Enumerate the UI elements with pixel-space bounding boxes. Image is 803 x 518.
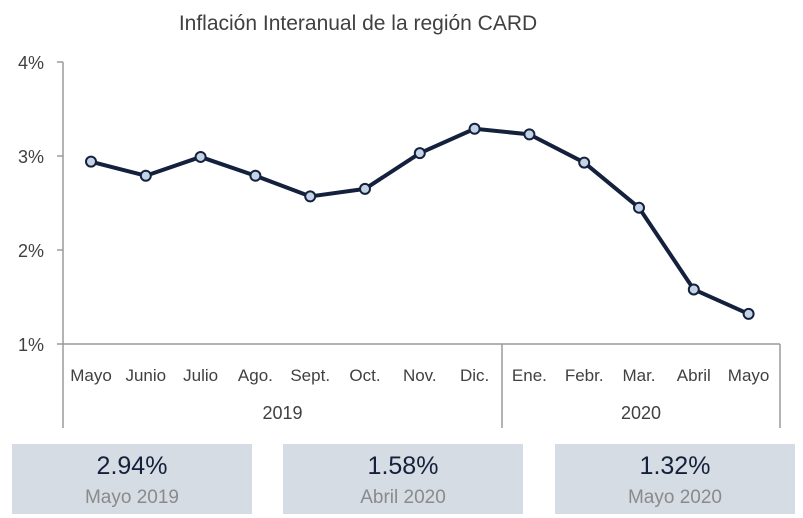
x-tick-labels: Mayo Junio Julio Ago. Sept. Oct. Nov. Dic. Ene. F…	[70, 366, 769, 385]
axes	[57, 61, 781, 428]
x-tick-label: Sept.	[290, 366, 330, 385]
data-point	[249, 169, 262, 182]
x-tick-label: Julio	[183, 366, 218, 385]
data-point	[633, 201, 645, 214]
chart-title: Inflación Interanual de la región CARD	[179, 12, 537, 35]
x-tick-label: Junio	[125, 366, 166, 385]
x-tick-label: Dic.	[460, 366, 489, 385]
card-label: Abril 2020	[360, 487, 446, 508]
summary-card-may-2020: 1.32% Mayo 2020	[555, 444, 795, 514]
x-tick-label: Abril	[677, 366, 711, 385]
data-point	[139, 169, 152, 182]
x-tick-label: Mayo	[70, 366, 112, 385]
year-label: 2020	[621, 403, 661, 423]
data-point	[413, 147, 426, 160]
y-tick-label: 4%	[18, 53, 44, 73]
card-label: Mayo 2020	[627, 487, 722, 508]
data-point	[468, 122, 481, 135]
x-tick-label: Ene.	[512, 366, 547, 385]
card-value: 1.58%	[367, 452, 439, 480]
data-point	[687, 283, 700, 296]
x-tick-label: Ago.	[238, 366, 273, 385]
data-point	[359, 182, 371, 195]
x-tick-label: Mar.	[622, 366, 655, 385]
y-tick-label: 2%	[18, 241, 44, 261]
data-point	[523, 128, 536, 141]
x-tick-label: Mayo	[728, 366, 770, 385]
year-labels: 2019 2020	[262, 403, 661, 423]
summary-card-april-2020: 1.58% Abril 2020	[283, 444, 523, 514]
data-point	[742, 307, 755, 320]
series	[85, 122, 755, 320]
data-point	[194, 150, 207, 163]
data-point	[85, 155, 97, 168]
year-label: 2019	[262, 403, 302, 423]
card-value: 2.94%	[96, 452, 168, 480]
line-chart: Inflación Interanual de la región CARD 1…	[18, 12, 781, 428]
card-value: 1.32%	[639, 452, 711, 480]
y-tick-labels: 1% 2% 3% 4%	[18, 53, 44, 355]
card-label: Mayo 2019	[84, 487, 179, 508]
x-tick-label: Febr.	[565, 366, 604, 385]
data-point	[578, 156, 591, 169]
x-tick-label: Oct.	[349, 366, 380, 385]
y-tick-label: 1%	[18, 335, 44, 355]
summary-card-may-2019: 2.94% Mayo 2019	[12, 444, 252, 514]
data-point	[304, 190, 317, 203]
y-tick-label: 3%	[18, 147, 44, 167]
x-tick-label: Nov.	[403, 366, 437, 385]
